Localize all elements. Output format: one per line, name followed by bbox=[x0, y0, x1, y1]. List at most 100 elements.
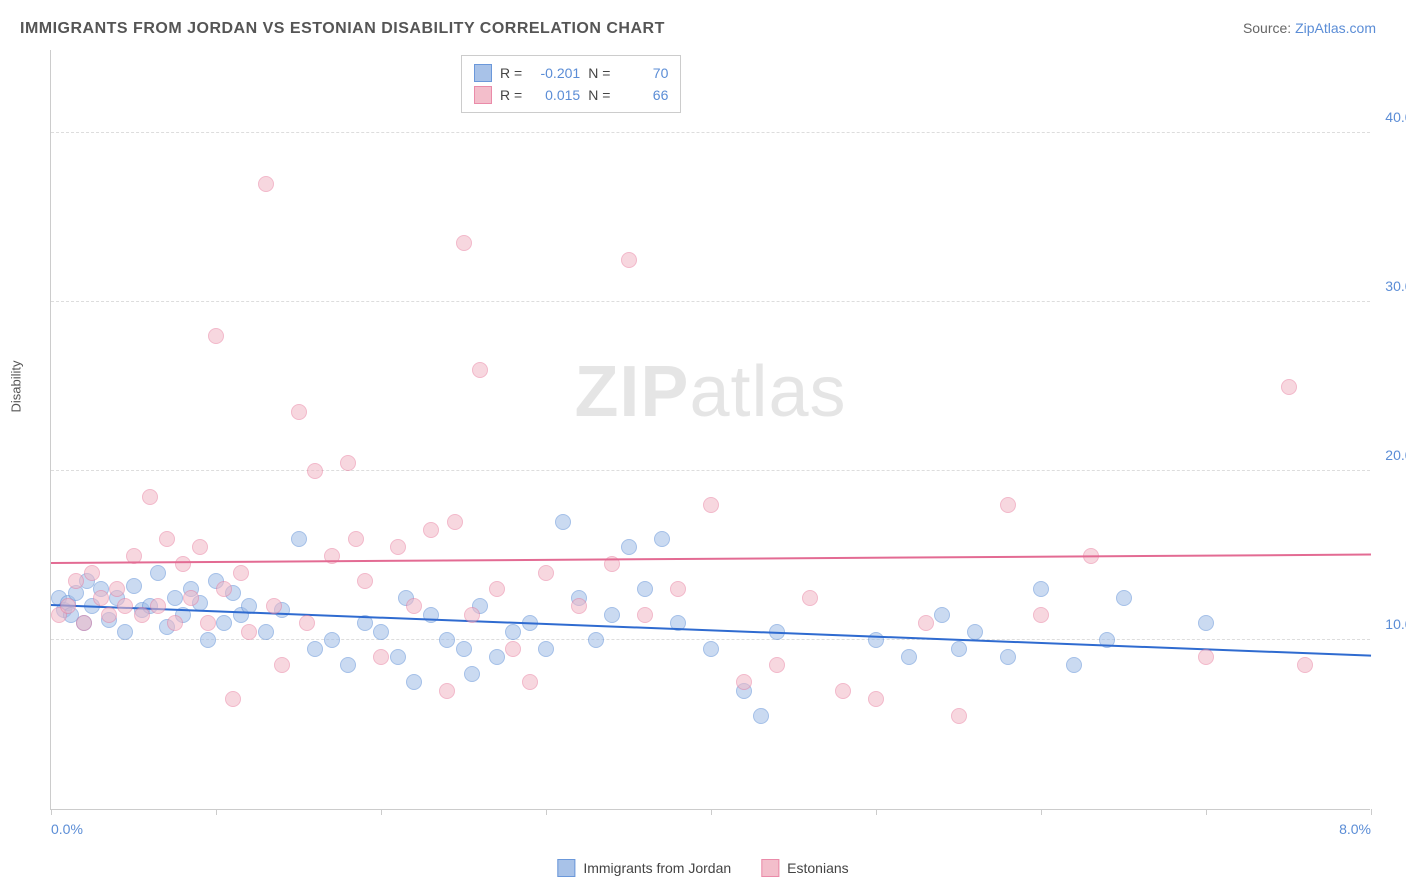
data-point-jordan bbox=[340, 657, 356, 673]
data-point-estonian bbox=[84, 565, 100, 581]
data-point-estonian bbox=[447, 514, 463, 530]
legend-label-jordan: Immigrants from Jordan bbox=[583, 860, 731, 876]
data-point-estonian bbox=[117, 598, 133, 614]
gridline bbox=[51, 132, 1370, 133]
series-legend: Immigrants from Jordan Estonians bbox=[557, 859, 848, 877]
data-point-jordan bbox=[324, 632, 340, 648]
x-tick bbox=[1371, 809, 1372, 815]
data-point-estonian bbox=[216, 581, 232, 597]
data-point-estonian bbox=[68, 573, 84, 589]
data-point-estonian bbox=[340, 455, 356, 471]
data-point-jordan bbox=[753, 708, 769, 724]
data-point-jordan bbox=[505, 624, 521, 640]
y-tick-label: 20.0% bbox=[1385, 447, 1406, 463]
data-point-estonian bbox=[472, 362, 488, 378]
data-point-estonian bbox=[489, 581, 505, 597]
x-tick bbox=[876, 809, 877, 815]
data-point-estonian bbox=[1198, 649, 1214, 665]
data-point-estonian bbox=[423, 522, 439, 538]
legend-row-estonian: R = 0.015 N = 66 bbox=[474, 84, 668, 106]
data-point-jordan bbox=[291, 531, 307, 547]
data-point-estonian bbox=[736, 674, 752, 690]
x-tick bbox=[216, 809, 217, 815]
data-point-estonian bbox=[307, 463, 323, 479]
data-point-jordan bbox=[934, 607, 950, 623]
data-point-jordan bbox=[373, 624, 389, 640]
data-point-estonian bbox=[183, 590, 199, 606]
data-point-estonian bbox=[1033, 607, 1049, 623]
legend-row-jordan: R = -0.201 N = 70 bbox=[474, 62, 668, 84]
x-tick bbox=[51, 809, 52, 815]
r-label: R = bbox=[500, 62, 522, 84]
data-point-jordan bbox=[703, 641, 719, 657]
x-tick-label: 0.0% bbox=[51, 821, 83, 837]
data-point-estonian bbox=[802, 590, 818, 606]
data-point-jordan bbox=[390, 649, 406, 665]
x-tick bbox=[1206, 809, 1207, 815]
legend-item-estonian: Estonians bbox=[761, 859, 848, 877]
source-link[interactable]: ZipAtlas.com bbox=[1295, 20, 1376, 36]
legend-label-estonian: Estonians bbox=[787, 860, 848, 876]
data-point-estonian bbox=[464, 607, 480, 623]
data-point-estonian bbox=[274, 657, 290, 673]
data-point-estonian bbox=[456, 235, 472, 251]
data-point-estonian bbox=[93, 590, 109, 606]
data-point-estonian bbox=[175, 556, 191, 572]
data-point-jordan bbox=[538, 641, 554, 657]
data-point-estonian bbox=[538, 565, 554, 581]
data-point-jordan bbox=[1033, 581, 1049, 597]
data-point-estonian bbox=[101, 607, 117, 623]
data-point-estonian bbox=[299, 615, 315, 631]
data-point-jordan bbox=[150, 565, 166, 581]
data-point-estonian bbox=[241, 624, 257, 640]
data-point-estonian bbox=[1297, 657, 1313, 673]
data-point-estonian bbox=[258, 176, 274, 192]
r-label: R = bbox=[500, 84, 522, 106]
data-point-jordan bbox=[1000, 649, 1016, 665]
data-point-estonian bbox=[1281, 379, 1297, 395]
data-point-jordan bbox=[967, 624, 983, 640]
n-value-jordan: 70 bbox=[618, 62, 668, 84]
data-point-estonian bbox=[200, 615, 216, 631]
data-point-jordan bbox=[464, 666, 480, 682]
data-point-jordan bbox=[258, 624, 274, 640]
watermark: ZIPatlas bbox=[574, 351, 846, 433]
scatter-chart: Disability ZIPatlas R = -0.201 N = 70 R … bbox=[50, 50, 1370, 810]
gridline bbox=[51, 301, 1370, 302]
data-point-estonian bbox=[621, 252, 637, 268]
y-tick-label: 30.0% bbox=[1385, 278, 1406, 294]
data-point-estonian bbox=[373, 649, 389, 665]
swatch-jordan bbox=[474, 64, 492, 82]
data-point-jordan bbox=[1198, 615, 1214, 631]
chart-title: IMMIGRANTS FROM JORDAN VS ESTONIAN DISAB… bbox=[20, 20, 665, 38]
source-credit: Source: ZipAtlas.com bbox=[1243, 20, 1376, 36]
data-point-jordan bbox=[588, 632, 604, 648]
data-point-jordan bbox=[1066, 657, 1082, 673]
data-point-estonian bbox=[769, 657, 785, 673]
data-point-estonian bbox=[167, 615, 183, 631]
data-point-estonian bbox=[390, 539, 406, 555]
x-tick-label: 8.0% bbox=[1339, 821, 1371, 837]
data-point-estonian bbox=[266, 598, 282, 614]
data-point-jordan bbox=[456, 641, 472, 657]
y-tick-label: 40.0% bbox=[1385, 109, 1406, 125]
n-label: N = bbox=[588, 62, 610, 84]
data-point-jordan bbox=[200, 632, 216, 648]
data-point-estonian bbox=[109, 581, 125, 597]
data-point-estonian bbox=[951, 708, 967, 724]
x-tick bbox=[711, 809, 712, 815]
data-point-estonian bbox=[142, 489, 158, 505]
r-value-jordan: -0.201 bbox=[530, 62, 580, 84]
source-label: Source: bbox=[1243, 20, 1291, 36]
data-point-estonian bbox=[406, 598, 422, 614]
data-point-estonian bbox=[357, 573, 373, 589]
y-tick-label: 10.0% bbox=[1385, 616, 1406, 632]
data-point-estonian bbox=[291, 404, 307, 420]
data-point-jordan bbox=[621, 539, 637, 555]
watermark-zip: ZIP bbox=[574, 352, 689, 432]
data-point-jordan bbox=[637, 581, 653, 597]
data-point-estonian bbox=[233, 565, 249, 581]
data-point-jordan bbox=[555, 514, 571, 530]
swatch-estonian bbox=[474, 86, 492, 104]
data-point-estonian bbox=[348, 531, 364, 547]
